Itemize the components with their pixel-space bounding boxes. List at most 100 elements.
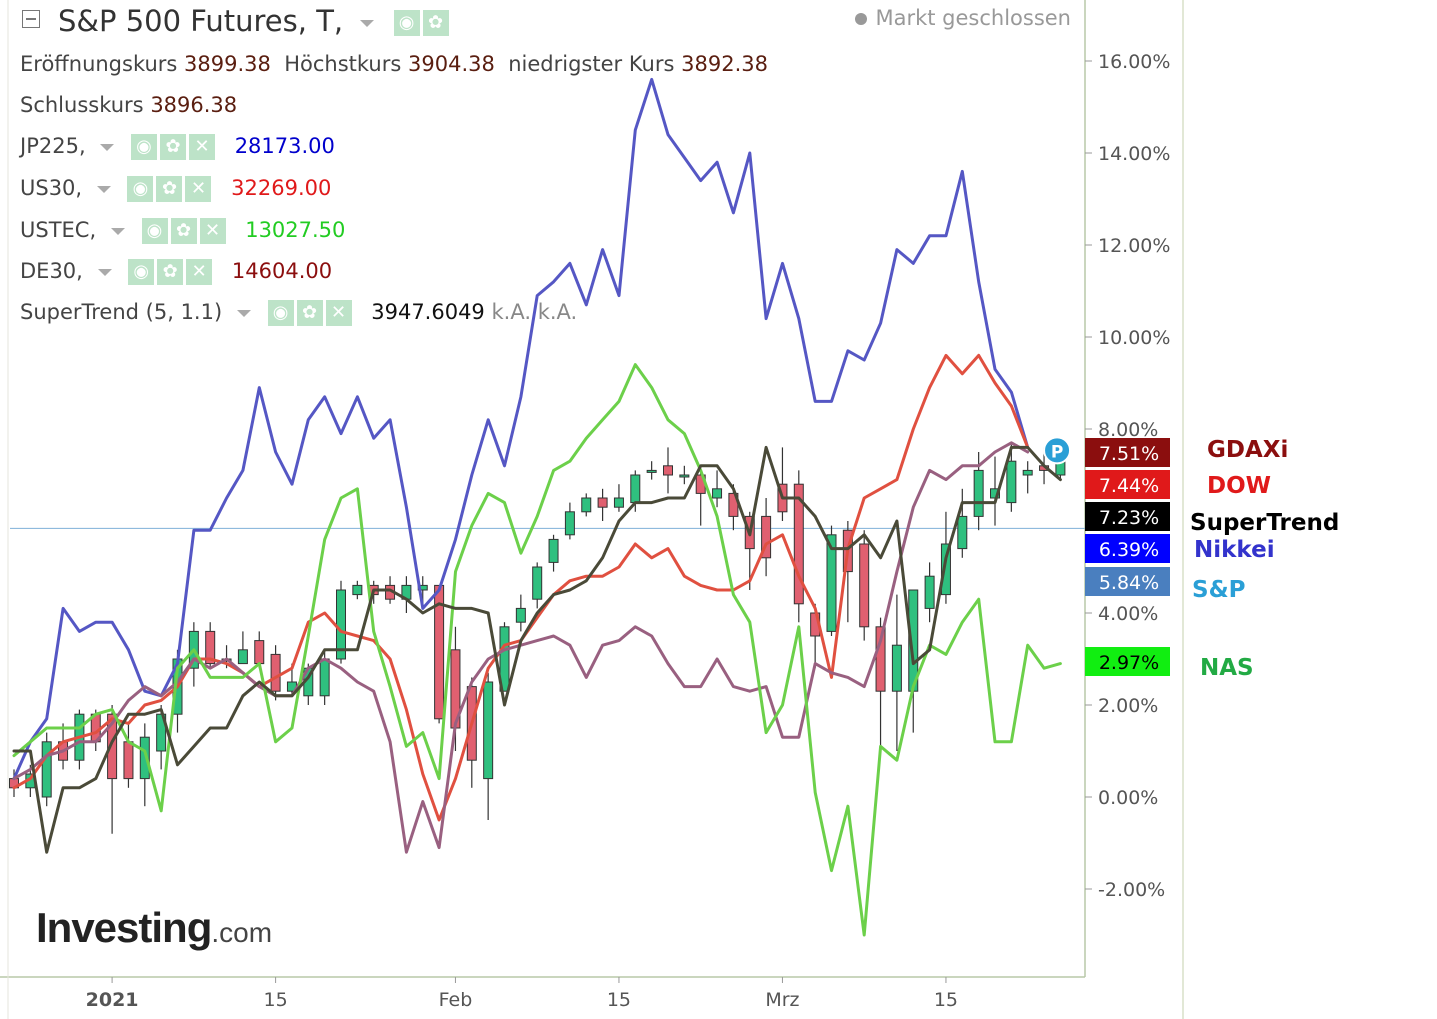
p-marker-icon: [1043, 436, 1072, 465]
chevron-down-icon[interactable]: [100, 143, 115, 151]
gear-icon[interactable]: ✿: [422, 10, 449, 36]
candle-body: [237, 649, 248, 665]
candle-body: [859, 543, 870, 628]
chevron-down-icon[interactable]: [110, 227, 125, 235]
series-line-nikkei: [12, 77, 1030, 781]
p-marker-label: P: [1051, 442, 1063, 462]
ohlc-open-value: 3899.38: [184, 52, 271, 76]
chevron-down-icon[interactable]: [236, 309, 251, 317]
series-line-supertrend: [12, 445, 1062, 854]
close-icon[interactable]: ✕: [199, 218, 226, 244]
gear-icon[interactable]: ✿: [157, 259, 184, 285]
candle-body: [319, 658, 330, 697]
eye-icon[interactable]: ◉: [267, 300, 294, 326]
y-tick-label: -2.00%: [1098, 879, 1165, 901]
gear-icon[interactable]: ✿: [170, 218, 197, 244]
candle-body: [1022, 469, 1033, 476]
candle-body: [875, 626, 886, 692]
close-icon[interactable]: ✕: [189, 134, 215, 160]
collapse-toggle-icon[interactable]: [22, 10, 40, 28]
price-label-value: 5.84%: [1099, 572, 1159, 594]
indicator-row-de30: DE30, ◉ ✿ ✕ 14604.00: [20, 259, 332, 285]
indicator-value: 28173.00: [234, 134, 335, 158]
ohlc-low-value: 3892.38: [681, 52, 768, 76]
indicator-row-supertrend: SuperTrend (5, 1.1) ◉ ✿ ✕ 3947.6049 k.A. k…: [20, 300, 577, 326]
indicator-value: 3947.6049: [371, 300, 485, 324]
close-icon[interactable]: ✕: [325, 300, 352, 326]
chevron-down-icon[interactable]: [97, 268, 112, 276]
chevron-down-icon[interactable]: [96, 185, 111, 193]
eye-icon[interactable]: ◉: [141, 218, 168, 244]
candle-body: [139, 736, 150, 780]
chevron-down-icon[interactable]: [360, 19, 375, 27]
eye-icon[interactable]: ◉: [127, 176, 154, 202]
candle-body: [581, 497, 592, 513]
x-tick-label: 15: [264, 989, 288, 1011]
candle-body: [532, 566, 543, 600]
series-name-label: GDAXi: [1207, 437, 1288, 463]
indicator-label: DE30,: [20, 259, 83, 283]
candle-body: [1006, 460, 1017, 504]
eye-icon[interactable]: ◉: [131, 134, 157, 160]
ohlc-high-value: 3904.38: [408, 52, 495, 76]
price-label-box: [1085, 534, 1170, 563]
y-tick-label: 16.00%: [1098, 51, 1170, 73]
x-tick-label: Feb: [439, 989, 473, 1011]
series-name-label: DOW: [1207, 473, 1271, 499]
candle-body: [630, 474, 641, 504]
ohlc-low-label: niedrigster Kurs: [508, 52, 675, 76]
gear-icon[interactable]: ✿: [160, 134, 186, 160]
price-label-value: 2.97%: [1099, 652, 1159, 674]
price-label-box: [1085, 567, 1170, 596]
candle-body: [973, 469, 984, 517]
investing-logo: Investing.com: [36, 904, 273, 951]
gear-icon[interactable]: ✿: [296, 300, 323, 326]
price-label-box: [1085, 438, 1170, 467]
candle-body: [663, 465, 673, 476]
candle-body: [793, 483, 804, 605]
price-label-value: 7.51%: [1099, 443, 1159, 465]
indicator-extra: k.A.: [537, 300, 578, 324]
indicator-label: USTEC,: [20, 218, 97, 242]
price-label-box: [1085, 502, 1170, 531]
market-status: Markt geschlossen: [855, 6, 1071, 30]
indicator-value: 14604.00: [231, 259, 333, 283]
eye-icon[interactable]: ◉: [128, 259, 155, 285]
y-tick-label: 2.00%: [1098, 695, 1158, 717]
series-name-label: Nikkei: [1194, 537, 1275, 563]
candle-body: [597, 497, 608, 508]
ohlc-row: Eröffnungskurs 3899.38 Höchstkurs 3904.3…: [20, 52, 768, 76]
ohlc-close-value: 3896.38: [150, 93, 238, 117]
series-name-label: SuperTrend: [1190, 510, 1339, 536]
candle-body: [891, 644, 902, 692]
y-tick-label: 10.00%: [1098, 327, 1170, 349]
indicator-extra: k.A.: [491, 300, 531, 324]
close-icon[interactable]: ✕: [185, 176, 212, 202]
y-tick-label: 4.00%: [1098, 603, 1158, 625]
candle-body: [41, 741, 52, 798]
indicator-value: 32269.00: [231, 176, 332, 200]
eye-icon[interactable]: ◉: [393, 10, 420, 36]
close-icon[interactable]: ✕: [186, 259, 213, 285]
price-label-value: 7.44%: [1099, 475, 1159, 497]
candle-body: [924, 575, 935, 609]
price-label-box: [1085, 647, 1170, 676]
candle-body: [483, 681, 494, 780]
series-name-label: S&P: [1192, 577, 1245, 603]
price-label-box: [1085, 470, 1170, 499]
price-label-value: 7.23%: [1099, 507, 1159, 529]
indicator-row-jp225: JP225, ◉ ✿ ✕ 28173.00: [20, 134, 335, 160]
indicator-row-ustec: USTEC, ◉ ✿ ✕ 13027.50: [20, 218, 345, 244]
candle-body: [107, 713, 118, 780]
y-tick-label: 0.00%: [1098, 787, 1158, 809]
candle-body: [826, 534, 837, 632]
x-tick-label: 15: [607, 989, 631, 1011]
series-name-label: NAS: [1200, 655, 1254, 681]
series-line-nas: [12, 363, 1062, 937]
candle-body: [270, 653, 281, 692]
candle-body: [940, 543, 951, 596]
candle-body: [352, 584, 363, 596]
ohlc-high-label: Höchstkurs: [284, 52, 402, 76]
gear-icon[interactable]: ✿: [156, 176, 183, 202]
